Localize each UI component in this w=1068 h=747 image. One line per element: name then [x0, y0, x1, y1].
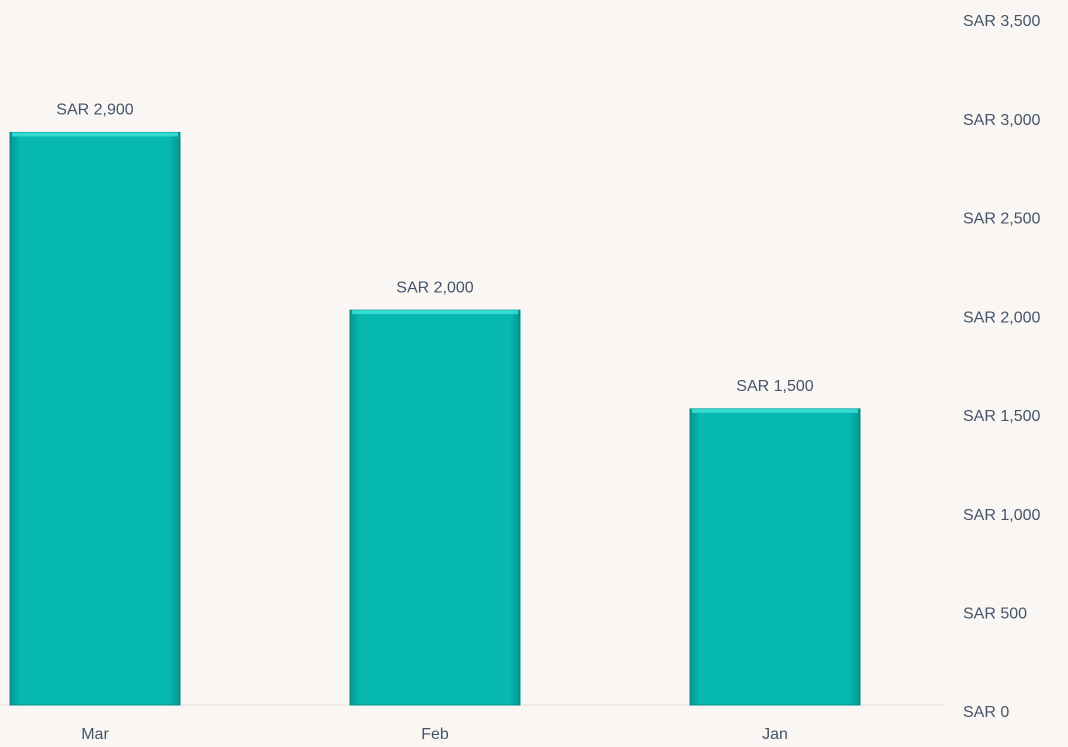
- data-label: SAR 2,000: [396, 279, 473, 296]
- y-tick-label: SAR 0: [963, 704, 1009, 721]
- data-label: SAR 2,900: [56, 102, 133, 119]
- bar: [689, 408, 861, 706]
- y-tick-label: SAR 3,000: [963, 112, 1040, 129]
- bar: [349, 309, 521, 706]
- y-tick-label: SAR 2,000: [963, 309, 1040, 326]
- y-tick-label: SAR 500: [963, 606, 1027, 623]
- bar-top-highlight: [692, 408, 858, 413]
- bar: [9, 131, 181, 706]
- bar-top-highlight: [12, 132, 178, 137]
- y-tick-label: SAR 2,500: [963, 211, 1040, 228]
- y-tick-label: SAR 1,000: [963, 507, 1040, 524]
- bar-top-highlight: [352, 310, 518, 315]
- x-tick-label: Mar: [81, 726, 109, 743]
- x-tick-label: Feb: [421, 726, 449, 743]
- x-tick-label: Jan: [762, 726, 788, 743]
- y-tick-label: SAR 3,500: [963, 13, 1040, 30]
- data-label: SAR 1,500: [736, 378, 813, 395]
- y-tick-label: SAR 1,500: [963, 408, 1040, 425]
